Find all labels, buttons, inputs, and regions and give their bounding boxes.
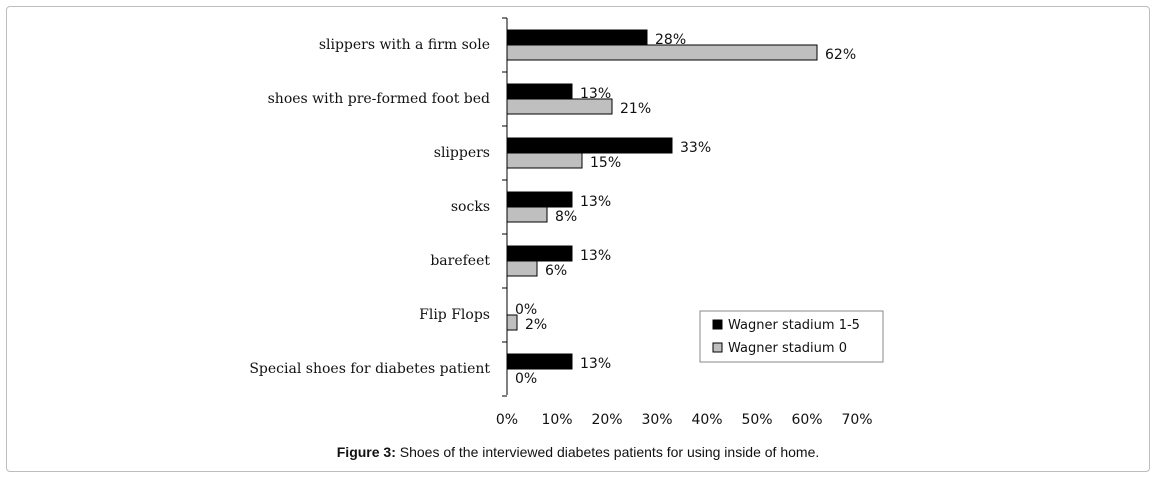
bar-1 <box>506 260 538 277</box>
data-label-1: 62% <box>825 47 856 63</box>
x-tick-label: 10% <box>541 412 572 428</box>
bar-0 <box>506 29 648 46</box>
plot-area: 0% 10% 20% 30% 40% 50% 60% 70% slippers with a f… <box>249 17 873 428</box>
x-tick-label: 60% <box>791 412 822 428</box>
category-label: Special shoes for diabetes patient <box>249 361 490 377</box>
legend-swatch-series-0 <box>712 319 723 330</box>
x-tick-label: 0% <box>496 412 518 428</box>
data-label-1: 15% <box>590 155 621 171</box>
x-tick-label: 20% <box>591 412 622 428</box>
figure-frame <box>6 6 1150 472</box>
bar-0 <box>506 83 573 100</box>
category-label: barefeet <box>430 253 490 269</box>
figure-caption: Figure 3: Shoes of the interviewed diabe… <box>0 444 1156 460</box>
data-label-0: 13% <box>580 194 611 210</box>
data-label-1: 21% <box>620 101 651 117</box>
x-tick-label: 50% <box>741 412 772 428</box>
data-label-1: 8% <box>555 209 577 225</box>
data-label-0: 13% <box>580 356 611 372</box>
legend-label-series-0: Wagner stadium 1-5 <box>728 318 860 333</box>
bar-0 <box>506 353 573 370</box>
bar-1 <box>506 98 613 115</box>
data-label-0: 13% <box>580 86 611 102</box>
bar-0 <box>506 137 673 154</box>
data-label-0: 28% <box>655 32 686 48</box>
bar-0 <box>506 245 573 262</box>
legend-box <box>699 310 884 363</box>
data-label-1: 6% <box>545 263 567 279</box>
data-label-1: 0% <box>515 371 537 387</box>
category-label: socks <box>451 199 490 215</box>
category-label: slippers with a firm sole <box>319 37 490 53</box>
data-label-1: 2% <box>525 317 547 333</box>
data-label-0: 0% <box>515 302 537 318</box>
bar-chart: 0% 10% 20% 30% 40% 50% 60% 70% slippers with a f… <box>249 17 884 428</box>
caption-text: Shoes of the interviewed diabetes patien… <box>395 444 820 460</box>
legend-swatch-series-1 <box>712 342 723 353</box>
data-label-0: 33% <box>680 140 711 156</box>
data-label-0: 13% <box>580 248 611 264</box>
bar-0 <box>506 191 573 208</box>
x-tick-label: 70% <box>841 412 872 428</box>
bar-1 <box>506 44 818 61</box>
legend-label-series-1: Wagner stadium 0 <box>728 341 847 356</box>
legend: Wagner stadium 1-5 Wagner stadium 0 <box>699 310 884 363</box>
category-label: shoes with pre-formed foot bed <box>268 91 490 107</box>
bar-1 <box>506 152 583 169</box>
category-label: Flip Flops <box>419 307 490 323</box>
caption-label: Figure 3: <box>336 444 396 460</box>
x-tick-label: 40% <box>691 412 722 428</box>
bar-1 <box>506 314 518 331</box>
category-label: slippers <box>434 145 490 161</box>
bar-1 <box>506 206 548 223</box>
x-tick-label: 30% <box>641 412 672 428</box>
